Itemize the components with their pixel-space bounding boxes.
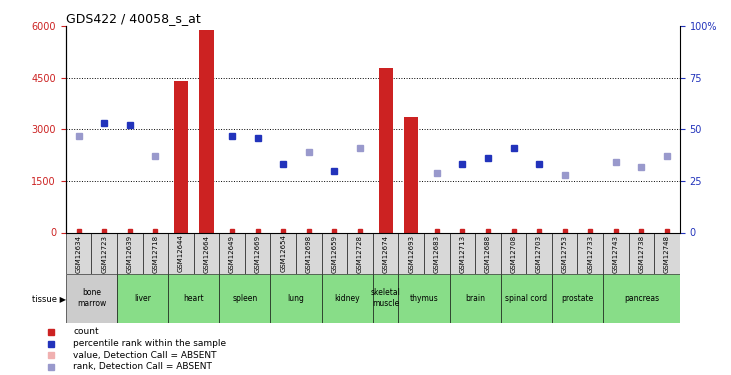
Text: GSM12683: GSM12683 [433, 235, 440, 273]
Text: count: count [73, 327, 99, 336]
Bar [322, 232, 347, 274]
Text: rank, Detection Call = ABSENT: rank, Detection Call = ABSENT [73, 362, 212, 371]
Bar [404, 117, 418, 232]
Text: bone
marrow: bone marrow [77, 288, 106, 308]
Bar [143, 232, 168, 274]
Text: GSM12733: GSM12733 [587, 235, 594, 273]
Text: heart: heart [183, 294, 204, 303]
Text: GSM12728: GSM12728 [357, 235, 363, 273]
Bar [654, 232, 680, 274]
Bar [424, 232, 450, 274]
Text: GSM12748: GSM12748 [664, 235, 670, 273]
Bar [66, 274, 117, 322]
Text: GSM12753: GSM12753 [561, 235, 568, 273]
Bar [117, 274, 168, 322]
Text: liver: liver [134, 294, 151, 303]
Bar [450, 232, 475, 274]
Text: pancreas: pancreas [624, 294, 659, 303]
Text: GSM12634: GSM12634 [75, 235, 82, 273]
Bar [270, 232, 296, 274]
Bar [66, 232, 91, 274]
Bar [245, 232, 270, 274]
Bar [117, 232, 143, 274]
Bar [501, 274, 552, 322]
Text: GSM12718: GSM12718 [152, 235, 159, 273]
Bar [194, 232, 219, 274]
Bar [552, 232, 577, 274]
Text: spinal cord: spinal cord [505, 294, 548, 303]
Bar [219, 232, 245, 274]
Bar [501, 232, 526, 274]
Text: GSM12664: GSM12664 [203, 235, 210, 273]
Text: GSM12688: GSM12688 [485, 235, 491, 273]
Bar [398, 232, 424, 274]
Text: prostate: prostate [561, 294, 594, 303]
Bar [296, 232, 322, 274]
Text: GSM12743: GSM12743 [613, 235, 619, 273]
Text: lung: lung [287, 294, 305, 303]
Text: value, Detection Call = ABSENT: value, Detection Call = ABSENT [73, 351, 216, 360]
Text: GSM12738: GSM12738 [638, 235, 645, 273]
Text: thymus: thymus [409, 294, 439, 303]
Text: GSM12723: GSM12723 [101, 235, 107, 273]
Text: GSM12639: GSM12639 [126, 235, 133, 273]
Bar [629, 232, 654, 274]
Bar [200, 30, 213, 232]
Bar [373, 232, 398, 274]
Bar [219, 274, 270, 322]
Text: GSM12693: GSM12693 [408, 235, 414, 273]
Bar [552, 274, 603, 322]
Text: GSM12659: GSM12659 [331, 235, 338, 273]
Bar [347, 232, 373, 274]
Text: brain: brain [465, 294, 485, 303]
Bar [526, 232, 552, 274]
Text: spleen: spleen [232, 294, 257, 303]
Text: GSM12703: GSM12703 [536, 235, 542, 273]
Text: GSM12649: GSM12649 [229, 235, 235, 273]
Text: GSM12644: GSM12644 [178, 235, 184, 272]
Text: GSM12713: GSM12713 [459, 235, 466, 273]
Bar [475, 232, 501, 274]
Bar [373, 274, 398, 322]
Bar [91, 232, 117, 274]
Bar [577, 232, 603, 274]
Text: GSM12669: GSM12669 [254, 235, 261, 273]
Bar [322, 274, 373, 322]
Text: percentile rank within the sample: percentile rank within the sample [73, 339, 226, 348]
Text: kidney: kidney [334, 294, 360, 303]
Bar [450, 274, 501, 322]
Text: GDS422 / 40058_s_at: GDS422 / 40058_s_at [66, 12, 200, 25]
Text: GSM12708: GSM12708 [510, 235, 517, 273]
Bar [168, 232, 194, 274]
Text: tissue ▶: tissue ▶ [31, 294, 66, 303]
Text: GSM12698: GSM12698 [306, 235, 312, 273]
Text: skeletal
muscle: skeletal muscle [371, 288, 401, 308]
Bar [379, 68, 393, 232]
Bar [168, 274, 219, 322]
Bar [270, 274, 322, 322]
Bar [398, 274, 450, 322]
Bar [174, 81, 188, 232]
Bar [603, 232, 629, 274]
Text: GSM12674: GSM12674 [382, 235, 389, 273]
Bar [603, 274, 680, 322]
Text: GSM12654: GSM12654 [280, 235, 287, 272]
